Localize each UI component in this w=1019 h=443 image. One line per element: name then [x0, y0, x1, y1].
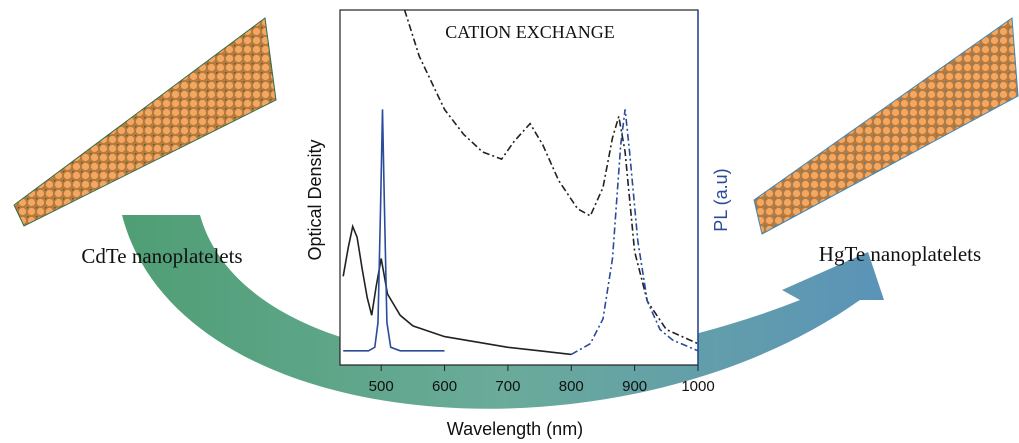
- series-line: [403, 9, 699, 345]
- y-axis-label: Optical Density: [305, 139, 325, 260]
- plot-area: [339, 9, 699, 366]
- x-tick-label: 700: [495, 378, 520, 395]
- hgte-platelet: [753, 17, 1019, 235]
- chart-title: CATION EXCHANGE: [445, 22, 615, 42]
- hgte-label: HgTe nanoplatelets: [819, 242, 981, 266]
- y2-axis-label: PL (a.u): [711, 168, 731, 231]
- cdte-platelet: [13, 17, 277, 227]
- cdte-label: CdTe nanoplatelets: [81, 244, 242, 268]
- series-line: [343, 109, 445, 352]
- x-tick-label: 500: [369, 378, 394, 395]
- series-line: [570, 109, 699, 356]
- x-tick-label: 900: [622, 378, 647, 395]
- x-axis-label: Wavelength (nm): [447, 419, 583, 439]
- x-tick-label: 800: [559, 378, 584, 395]
- series-line: [342, 223, 572, 356]
- x-tick-label: 600: [432, 378, 457, 395]
- x-tick-label: 1000: [681, 378, 714, 395]
